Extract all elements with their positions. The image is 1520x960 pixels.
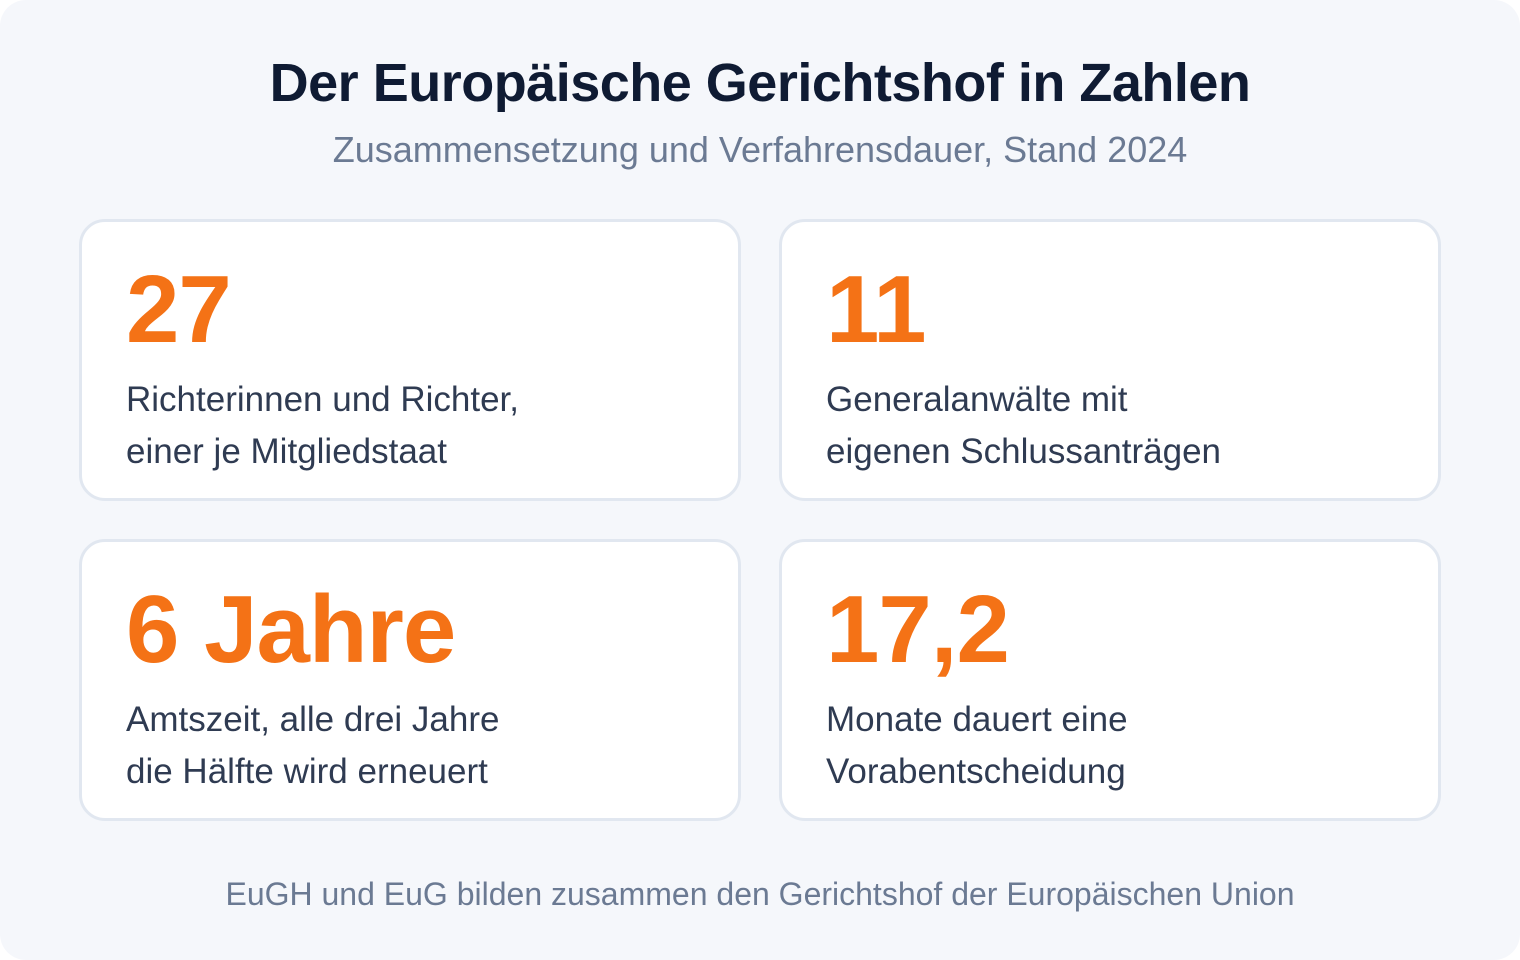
- stat-description-line: einer je Mitgliedstaat: [126, 432, 447, 471]
- stat-card-advocates-general: 11 Generalanwälte mit eigenen Schlussant…: [779, 219, 1441, 501]
- stat-description: Richterinnen und Richter, einer je Mitgl…: [126, 374, 519, 478]
- stat-description-line: Vorabentscheidung: [826, 752, 1126, 791]
- page-subtitle: Zusammensetzung und Verfahrensdauer, Sta…: [332, 129, 1188, 170]
- stat-card-term-of-office: 6 Jahre Amtszeit, alle drei Jahre die Hä…: [79, 539, 741, 821]
- stat-description: Generalanwälte mit eigenen Schlussanträg…: [826, 374, 1221, 478]
- stat-value: 27: [126, 256, 232, 363]
- page-title: Der Europäische Gerichtshof in Zahlen: [269, 53, 1251, 113]
- stat-description-line: Amtszeit, alle drei Jahre: [126, 700, 500, 739]
- stat-value: 6 Jahre: [126, 576, 456, 683]
- stat-description-line: Richterinnen und Richter,: [126, 380, 519, 419]
- stat-value: 17,2: [826, 576, 1010, 683]
- stat-description-line: Monate dauert eine: [826, 700, 1128, 739]
- stat-description-line: eigenen Schlussanträgen: [826, 432, 1222, 471]
- stat-card-judges: 27 Richterinnen und Richter, einer je Mi…: [79, 219, 741, 501]
- stat-description: Amtszeit, alle drei Jahre die Hälfte wir…: [126, 694, 499, 798]
- stat-description-line: Generalanwälte mit: [826, 380, 1128, 419]
- stat-card-procedure-duration: 17,2 Monate dauert eine Vorabentscheidun…: [779, 539, 1441, 821]
- stat-description: Monate dauert eine Vorabentscheidung: [826, 694, 1128, 798]
- stat-value: 11: [826, 256, 926, 363]
- footer-note: EuGH und EuG bilden zusammen den Gericht…: [225, 876, 1295, 912]
- stat-description-line: die Hälfte wird erneuert: [126, 752, 488, 791]
